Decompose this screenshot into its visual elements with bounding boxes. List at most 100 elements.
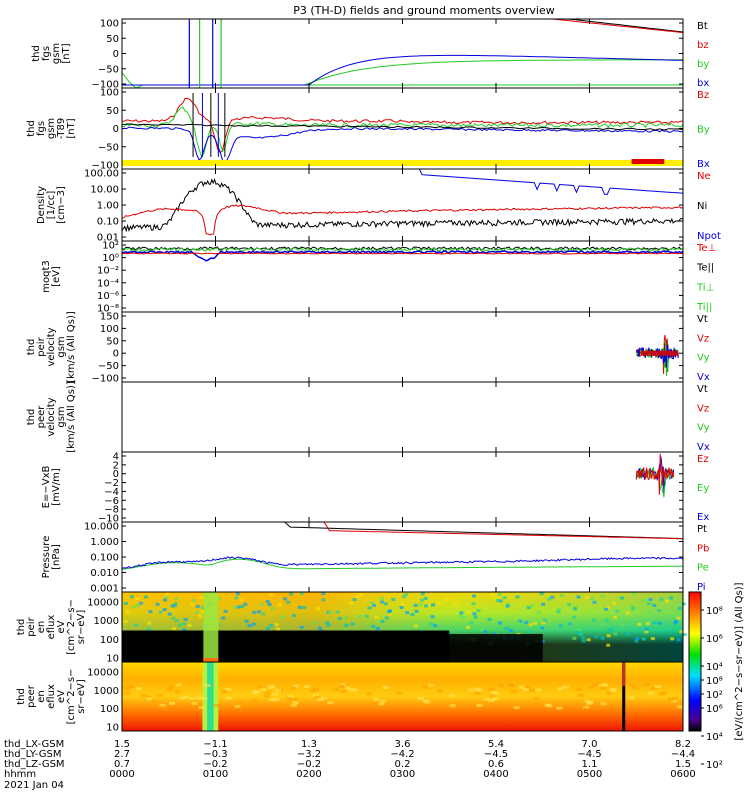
spec-pixel — [172, 627, 177, 631]
spec-pixel — [391, 597, 396, 601]
spec-pixel — [380, 699, 387, 703]
spec-pixel — [644, 630, 649, 634]
y-axis-label: moqt3 [eV] — [41, 260, 62, 293]
spec-pixel — [420, 592, 425, 596]
y-axis-label-line: sr−eV] — [76, 610, 87, 645]
spec-pixel — [575, 631, 580, 635]
y-tick-label: 100 — [100, 635, 119, 646]
spec-pixel — [191, 701, 198, 705]
spec-pixel — [174, 597, 179, 601]
spec-pixel — [147, 627, 152, 631]
legend-item: Ey — [697, 483, 709, 494]
series-band — [640, 350, 679, 356]
spec-pixel — [556, 610, 561, 614]
panel-fgs_t89: 100 50 0 −50 −100 thd fgs gsm -T89 [nT] Bz By Bx — [26, 88, 710, 172]
spec-pixel — [234, 596, 239, 600]
spec-pixel — [374, 615, 379, 619]
spec-pixel — [579, 703, 586, 707]
spec-pixel — [586, 638, 591, 642]
spec-pixel — [559, 593, 564, 597]
x-axis-value: 1.5 — [675, 759, 691, 770]
spec-pixel — [676, 705, 683, 709]
spec-pixel — [448, 694, 455, 698]
y-axis-label-line: peir — [26, 616, 37, 636]
spec-pixel — [676, 616, 681, 620]
x-axis-value: 1.5 — [114, 739, 130, 750]
spec-pixel — [257, 685, 264, 689]
spec-pixel — [190, 603, 195, 607]
spec-pixel — [497, 592, 502, 596]
x-axis-value: 0.7 — [114, 759, 130, 770]
spec-pixel — [430, 615, 435, 619]
spec-pixel — [625, 632, 630, 636]
spec-pixel — [198, 706, 205, 710]
y-tick-label: 1000 — [94, 616, 119, 627]
spec-pixel — [511, 704, 518, 708]
spec-pixel — [523, 688, 530, 692]
spec-pixel — [530, 604, 535, 608]
panel-efield: 420−2−4−6−8−10 E=−VxB [mV/m] Ez Ey Ex — [41, 452, 709, 525]
x-axis-value: −4.2 — [390, 749, 414, 760]
spec-pixel — [375, 626, 380, 630]
spec-pixel — [606, 691, 613, 695]
spec-pixel — [581, 636, 586, 640]
spec-pixel — [372, 604, 377, 608]
spec-pixel — [259, 603, 264, 607]
spec-pixel — [144, 595, 149, 599]
spec-pixel — [201, 696, 208, 700]
colorbar-tick-label: 10⁴ — [706, 732, 723, 743]
spec-pixel — [673, 621, 678, 625]
x-axis-value: 3.6 — [395, 739, 411, 750]
spec-pixel — [557, 687, 564, 691]
spec-pixel — [225, 687, 232, 691]
colorbar-tick-label: 10⁶ — [706, 704, 723, 715]
y-tick-label: 10⁻⁶ — [97, 291, 119, 302]
spec-pixel — [175, 619, 180, 623]
panel-peer_vel: thd peer velocity gsm [km/s (All Qs)] Vt Vz Vy V… — [26, 381, 710, 453]
spec-pixel — [372, 702, 379, 706]
spec-pixel — [664, 599, 669, 603]
spec-pixel — [315, 607, 320, 611]
spec-pixel — [672, 697, 679, 701]
spec-pixel — [335, 610, 340, 614]
series-Te-par — [121, 246, 684, 251]
spec-pixel — [508, 683, 515, 687]
spec-pixel — [291, 614, 296, 618]
spec-pixel — [340, 683, 347, 687]
y-tick-label: 0 — [113, 49, 119, 60]
spec-pixel — [129, 595, 134, 599]
y-axis-label-line: [nT] — [66, 118, 77, 138]
spec-pixel — [562, 685, 569, 689]
spec-pixel — [620, 623, 625, 627]
x-axis-value: 7.0 — [582, 739, 598, 750]
spec-pixel — [511, 690, 518, 694]
spec-pixel — [347, 688, 354, 692]
spec-pixel — [600, 636, 605, 640]
spec-pixel — [557, 607, 562, 611]
spec-pixel — [650, 687, 657, 691]
flag-bar — [122, 160, 683, 166]
panel-density: 100.00 10.00 1.00 0.10 0.01 Density [1/cc] [cm−… — [36, 169, 721, 244]
x-axis-row-label: thd_LY-GSM — [4, 749, 61, 760]
spec-pixel — [567, 622, 572, 626]
spec-pixel — [657, 621, 662, 625]
spec-pixel — [317, 626, 322, 630]
y-axis-label: thd peir en eflux eV [cm^2−s− sr−eV] — [16, 599, 87, 655]
spec-pixel — [338, 685, 345, 689]
spec-pixel — [488, 698, 495, 702]
y-tick-label: −100 — [92, 374, 119, 385]
series-v — [635, 344, 679, 368]
spec-pixel — [386, 610, 391, 614]
y-axis-label-line: gsm — [46, 118, 57, 139]
spec-pixel — [476, 609, 481, 613]
x-axis-value: −4.4 — [671, 749, 695, 760]
spec-pixel — [312, 693, 319, 697]
legend-item: Pt — [697, 524, 707, 535]
y-tick-label: 10000 — [87, 598, 119, 609]
spec-pixel — [174, 690, 181, 694]
y-tick-label: 10 — [106, 723, 119, 734]
spec-pixel — [489, 694, 496, 698]
spec-pixel — [243, 602, 248, 606]
spec-pixel — [182, 695, 189, 699]
